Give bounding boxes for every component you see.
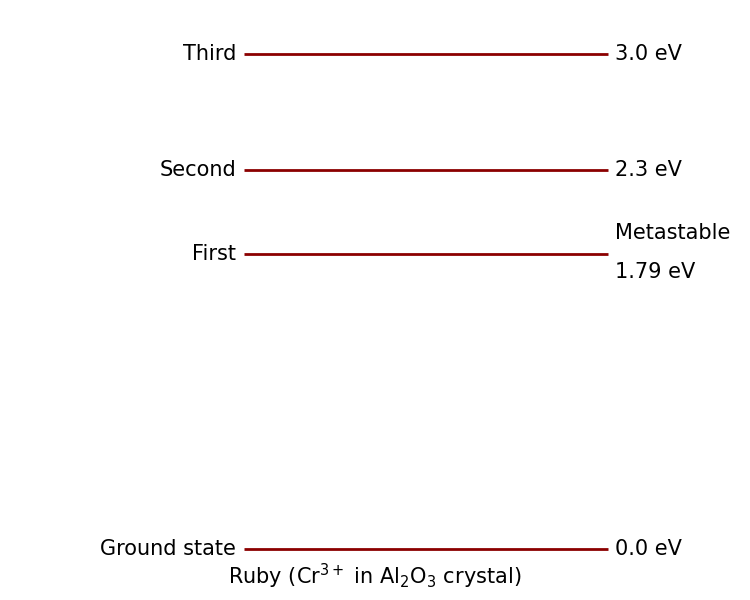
Text: 1.79 eV: 1.79 eV xyxy=(615,262,695,282)
Text: 0.0 eV: 0.0 eV xyxy=(615,539,682,559)
Text: Second: Second xyxy=(160,160,236,179)
Text: Ruby (Cr$^{3+}$ in Al$_2$O$_3$ crystal): Ruby (Cr$^{3+}$ in Al$_2$O$_3$ crystal) xyxy=(228,562,522,590)
Text: Third: Third xyxy=(183,44,236,64)
Text: 3.0 eV: 3.0 eV xyxy=(615,44,682,64)
Text: Ground state: Ground state xyxy=(100,539,236,559)
Text: 2.3 eV: 2.3 eV xyxy=(615,160,682,179)
Text: First: First xyxy=(192,244,236,263)
Text: Metastable: Metastable xyxy=(615,223,730,243)
